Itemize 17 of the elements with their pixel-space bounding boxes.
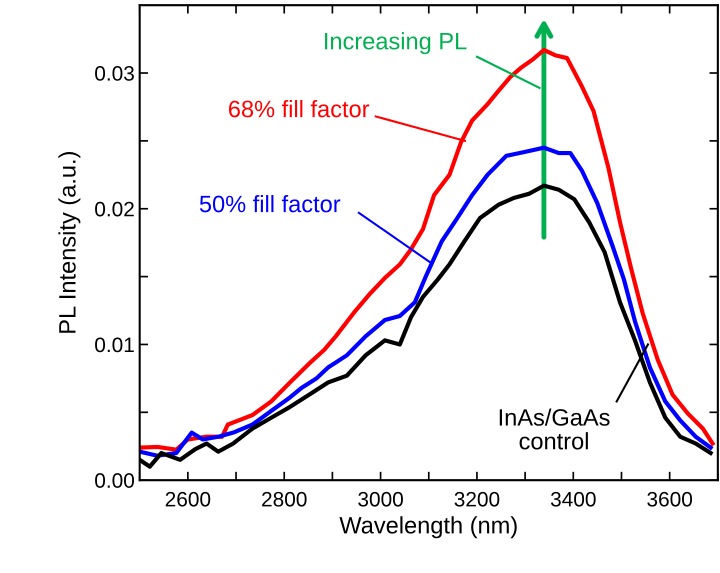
x-tick-label: 2600 bbox=[166, 492, 210, 507]
x-axis-title: Wavelength (nm) bbox=[339, 516, 517, 538]
text: InAs/GaAs control bbox=[500, 408, 610, 450]
annotation: Increasing PL bbox=[325, 32, 466, 54]
line-series bbox=[140, 146, 713, 458]
x-tick-label: 3200 bbox=[454, 492, 500, 507]
x-tick-label: 3000 bbox=[358, 492, 403, 507]
text: 50% fill factor bbox=[200, 195, 340, 212]
y-tick-label: 0.01 bbox=[95, 337, 134, 352]
x-tick-label: 3400 bbox=[550, 492, 596, 507]
text: 68% fill factor bbox=[229, 100, 370, 118]
y-tick-label: 0.03 bbox=[95, 66, 134, 81]
y-tick-label: 0.00 bbox=[95, 473, 134, 488]
x-tick-label: 3600 bbox=[647, 492, 692, 507]
y-tick-label: 0.02 bbox=[95, 202, 134, 216]
x-tick-label: 2800 bbox=[262, 492, 307, 507]
y-axis-title: PL Intensity (a.u.) bbox=[58, 152, 80, 333]
